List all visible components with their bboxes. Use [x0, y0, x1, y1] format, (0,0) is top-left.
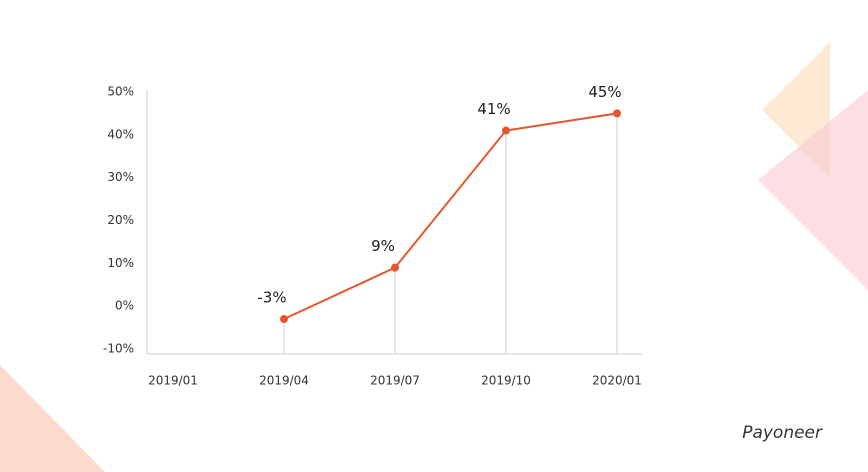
point: [613, 109, 621, 118]
value-label: 45%: [588, 83, 621, 101]
y-tick-label: 50%: [107, 85, 134, 99]
x-tick-label: 2019/01: [148, 374, 198, 388]
decor: [0, 365, 105, 472]
x-tick-label: 2020/01: [592, 374, 642, 388]
y-tick-label: 20%: [107, 213, 134, 227]
x-tick-label: 2019/04: [259, 374, 309, 388]
y-tick-label: 40%: [107, 127, 134, 141]
decor: [758, 90, 868, 290]
line: [283, 112, 618, 320]
logo: Payoneer: [742, 423, 823, 443]
point: [280, 315, 288, 324]
y-tick-label: 10%: [107, 256, 134, 270]
value-label: 41%: [477, 100, 510, 118]
x-tick-label: 2019/10: [481, 374, 531, 388]
y-tick-label: -10%: [103, 342, 134, 356]
value-label: 9%: [371, 237, 395, 255]
value-label: -3%: [257, 289, 286, 307]
point: [391, 263, 399, 272]
point: [502, 126, 510, 135]
x-tick-label: 2019/07: [370, 374, 420, 388]
y-tick-label: 0%: [115, 299, 134, 313]
y-tick-label: 30%: [107, 170, 134, 184]
